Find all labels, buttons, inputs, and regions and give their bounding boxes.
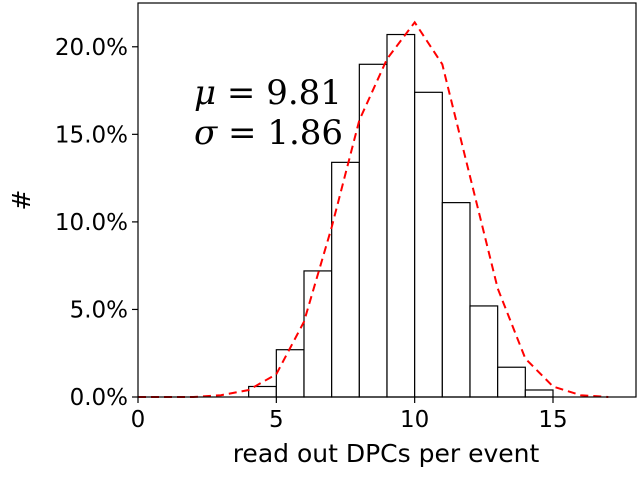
x-tick-label-0: 0 bbox=[131, 407, 146, 433]
histogram-bar-6 bbox=[414, 91, 443, 398]
sigma-value: = 1.86 bbox=[217, 113, 343, 153]
y-tick-label-2: 10.0% bbox=[55, 210, 128, 236]
y-tick-label-3: 15.0% bbox=[55, 122, 128, 148]
x-axis-ticks: 0 5 10 15 bbox=[131, 397, 568, 433]
y-tick-label-4: 20.0% bbox=[55, 35, 128, 61]
histogram-bar-3 bbox=[331, 161, 360, 398]
plot-area-frame bbox=[137, 2, 637, 398]
y-axis-ticks: 0.0% 5.0% 10.0% 15.0% 20.0% bbox=[55, 35, 138, 411]
mu-value: = 9.81 bbox=[216, 73, 342, 113]
x-tick-label-2: 10 bbox=[400, 407, 429, 433]
sigma-annotation: σ = 1.86 bbox=[194, 113, 343, 153]
y-axis-label: # bbox=[7, 190, 36, 211]
histogram-bar-2 bbox=[303, 270, 333, 398]
histogram-bars bbox=[248, 33, 554, 398]
x-tick-label-3: 15 bbox=[538, 407, 567, 433]
y-tick-label-1: 5.0% bbox=[70, 297, 128, 323]
histogram-bar-0 bbox=[248, 385, 277, 398]
fit-annotation: μ = 9.81 σ = 1.86 bbox=[194, 73, 343, 153]
sigma-symbol: σ bbox=[194, 113, 218, 153]
mu-symbol: μ bbox=[194, 73, 216, 113]
mu-annotation: μ = 9.81 bbox=[194, 73, 342, 113]
y-tick-label-0: 0.0% bbox=[70, 385, 128, 411]
histogram-bar-7 bbox=[441, 202, 471, 398]
histogram-bar-5 bbox=[386, 33, 416, 398]
x-axis-label: read out DPCs per event bbox=[233, 439, 540, 468]
histogram-bar-10 bbox=[524, 389, 554, 398]
histogram-bar-9 bbox=[497, 366, 526, 398]
fit-curve bbox=[138, 20, 609, 398]
histogram-bar-8 bbox=[469, 305, 499, 398]
histogram-bar-1 bbox=[275, 349, 305, 398]
x-tick-label-1: 5 bbox=[269, 407, 284, 433]
histogram-bar-4 bbox=[358, 63, 388, 398]
